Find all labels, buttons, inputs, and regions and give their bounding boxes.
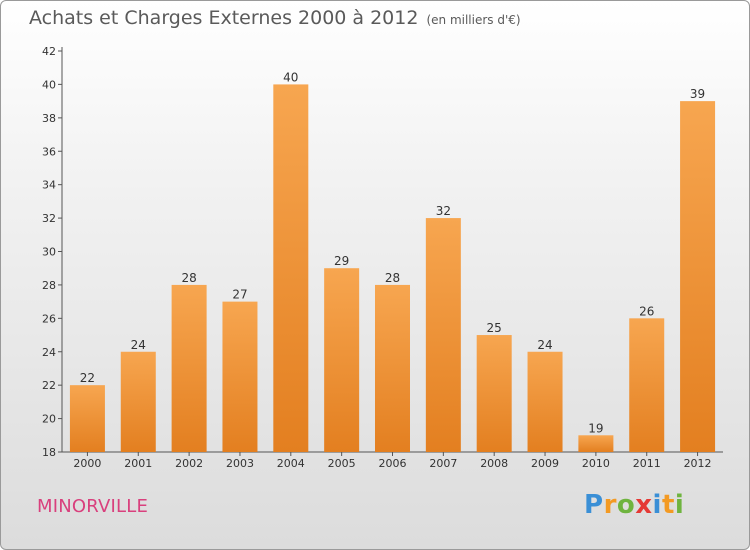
bar-2001 xyxy=(120,351,156,452)
x-tick-label: 2012 xyxy=(684,457,712,470)
bar-2005 xyxy=(324,268,360,452)
bar-2002 xyxy=(171,284,207,452)
y-tick-label: 20 xyxy=(42,413,56,426)
logo-letter-x: x xyxy=(635,490,653,520)
bar-2012 xyxy=(680,101,716,452)
bar-2010 xyxy=(578,435,614,452)
x-tick-label: 2003 xyxy=(226,457,254,470)
y-tick-label: 28 xyxy=(42,279,56,292)
bar-2003 xyxy=(222,301,258,452)
data-label: 28 xyxy=(181,271,196,285)
data-label: 39 xyxy=(690,87,705,101)
y-tick-label: 22 xyxy=(42,379,56,392)
x-tick-label: 2007 xyxy=(429,457,457,470)
y-tick-label: 40 xyxy=(42,78,56,91)
logo-letter-r: r xyxy=(603,490,617,520)
data-label: 24 xyxy=(131,338,146,352)
data-label: 28 xyxy=(385,271,400,285)
x-tick-label: 2000 xyxy=(73,457,101,470)
logo-letter-i2: i xyxy=(674,490,685,520)
proxiti-logo: Proxiti xyxy=(584,490,684,520)
y-tick-label: 42 xyxy=(42,45,56,58)
bar-2006 xyxy=(375,284,410,452)
bar-2011 xyxy=(629,318,665,452)
data-label: 24 xyxy=(537,338,552,352)
x-tick-label: 2002 xyxy=(175,457,203,470)
logo-letter-p: P xyxy=(584,490,604,520)
logo-letter-o: o xyxy=(616,490,636,520)
bar-2000 xyxy=(69,385,105,452)
data-label: 32 xyxy=(436,204,451,218)
chart-title-unit: (en milliers d'€) xyxy=(426,13,521,27)
y-tick-label: 26 xyxy=(42,312,56,325)
bar-2007 xyxy=(425,218,461,452)
logo-letter-t: t xyxy=(661,490,675,520)
x-tick-label: 2004 xyxy=(277,457,305,470)
data-label: 25 xyxy=(487,321,502,335)
logo-letter-i1: i xyxy=(652,490,662,520)
y-tick-label: 18 xyxy=(42,446,56,459)
y-tick-label: 36 xyxy=(42,145,56,158)
y-tick-label: 24 xyxy=(42,346,56,359)
x-tick-label: 2011 xyxy=(633,457,661,470)
data-label: 19 xyxy=(588,421,603,435)
bar-2008 xyxy=(476,335,512,452)
y-tick-label: 34 xyxy=(42,179,56,192)
data-label: 29 xyxy=(334,254,349,268)
bar-2004 xyxy=(273,84,309,453)
y-tick-label: 30 xyxy=(42,246,56,259)
data-label: 27 xyxy=(232,288,247,302)
y-tick-label: 38 xyxy=(42,112,56,125)
x-tick-label: 2009 xyxy=(531,457,559,470)
data-label: 22 xyxy=(80,371,95,385)
x-tick-label: 2001 xyxy=(124,457,152,470)
data-label: 40 xyxy=(283,70,298,84)
x-tick-label: 2006 xyxy=(379,457,407,470)
x-tick-label: 2005 xyxy=(328,457,356,470)
data-label: 26 xyxy=(639,304,654,318)
x-tick-label: 2008 xyxy=(480,457,508,470)
bar-2009 xyxy=(527,351,563,452)
chart-title-main: Achats et Charges Externes 2000 à 2012 xyxy=(29,7,419,29)
commune-name: MINORVILLE xyxy=(37,496,149,517)
y-tick-label: 32 xyxy=(42,212,56,225)
chart-title: Achats et Charges Externes 2000 à 2012 (e… xyxy=(29,7,521,29)
x-tick-label: 2010 xyxy=(582,457,610,470)
